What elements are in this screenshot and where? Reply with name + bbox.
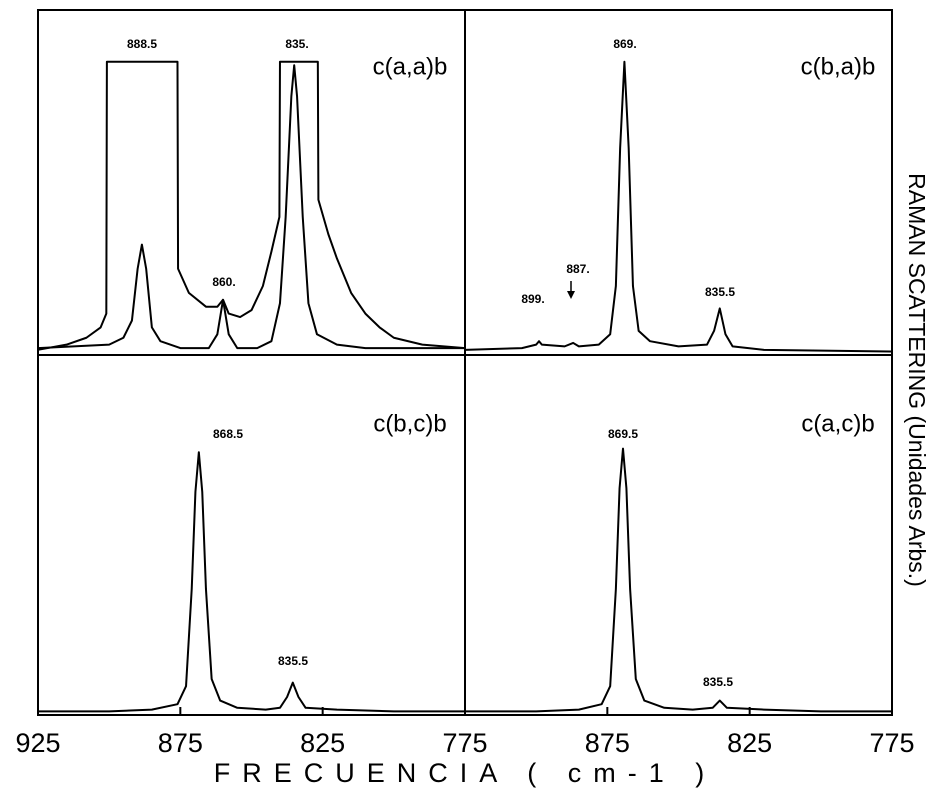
y-axis-label: RAMAN SCATTERING (Unidades Arbs.) (904, 173, 930, 587)
panel-label: c(b,a)b (801, 53, 876, 80)
arrow-head (567, 291, 575, 299)
spectrum-line (465, 447, 892, 713)
x-tick-label: 875 (585, 728, 630, 758)
panel-label: c(a,a)b (373, 53, 448, 80)
panel-label: c(a,c)b (801, 410, 874, 437)
spectrum-line (464, 60, 893, 353)
peak-label: 835.5 (278, 654, 308, 668)
x-tick-label: 775 (869, 728, 914, 758)
peak-label: 868.5 (213, 427, 243, 441)
x-tick-label: 875 (158, 728, 203, 758)
x-tick-label: 825 (300, 728, 345, 758)
peak-label: 835. (285, 37, 308, 51)
peak-label: 887. (566, 262, 589, 276)
x-tick-label: 775 (442, 728, 487, 758)
peak-label: 869. (613, 37, 636, 51)
panel-label: c(b,c)b (373, 410, 446, 437)
peak-label: 899. (521, 292, 544, 306)
spectrum-line (38, 451, 465, 713)
peak-label: 835.5 (705, 285, 735, 299)
x-tick-label: 825 (727, 728, 772, 758)
peak-label: 869.5 (608, 427, 638, 441)
x-tick-label: 925 (15, 728, 60, 758)
peak-label: 888.5 (127, 37, 157, 51)
spectrum-line (37, 64, 465, 350)
x-axis-label: FRECUENCIA ( cm-1 ) (214, 758, 717, 788)
spectrum-line (37, 60, 466, 351)
peak-label: 835.5 (703, 675, 733, 689)
peak-label: 860. (212, 275, 235, 289)
